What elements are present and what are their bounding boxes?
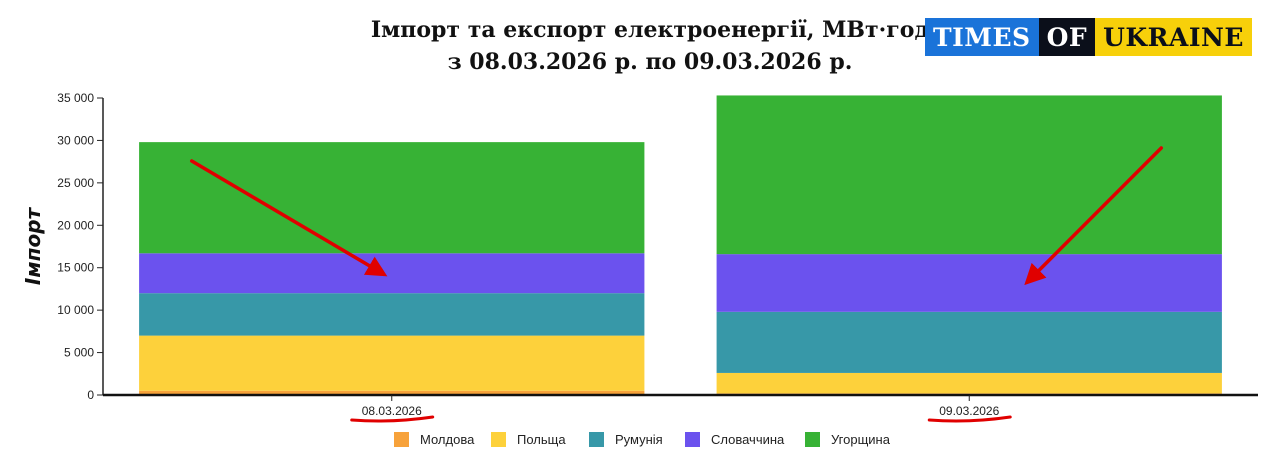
x-tick-label: 08.03.2026: [362, 404, 422, 418]
bar-segment-2-5: [716, 95, 1222, 255]
annotation-arrow: [1024, 146, 1163, 286]
bar-segment-1-2: [139, 335, 645, 391]
logo-part-times: TIMES: [925, 18, 1039, 56]
annotation-arrow: [190, 159, 388, 277]
annotation-underline: [927, 415, 1012, 423]
bar-segment-2-3: [716, 311, 1222, 373]
y-tick-label: 20 000: [57, 218, 94, 232]
bar-segment-2-4: [716, 254, 1222, 312]
legend-swatch-3: [589, 432, 604, 447]
legend-label-4: Словаччина: [711, 432, 785, 447]
x-tick-label: 09.03.2026: [939, 404, 999, 418]
y-tick-label: 15 000: [57, 261, 94, 275]
legend-label-1: Молдова: [420, 432, 475, 447]
legend-swatch-5: [805, 432, 820, 447]
bar-segment-2-2: [716, 372, 1222, 394]
times-of-ukraine-logo: TIMES OF UKRAINE: [925, 18, 1252, 56]
bar-segment-1-1: [139, 390, 645, 395]
bars-layer: [139, 95, 1222, 395]
legend-swatch-1: [394, 432, 409, 447]
chart-title: Імпорт та експорт електроенергії, МВт·го…: [330, 14, 970, 78]
y-tick-label: 5 000: [64, 346, 94, 360]
legend-label-2: Польща: [517, 432, 566, 447]
y-axis-title: Імпорт: [21, 206, 45, 285]
y-tick-label: 10 000: [57, 303, 94, 317]
annotation-underline: [350, 415, 435, 423]
annotations-layer: [190, 146, 1163, 423]
bar-segment-1-3: [139, 293, 645, 336]
bar-segment-1-4: [139, 253, 645, 294]
title-line-2: з 08.03.2026 р. по 09.03.2026 р.: [447, 49, 853, 75]
bar-segment-1-5: [139, 142, 645, 254]
y-tick-label: 35 000: [57, 91, 94, 105]
legend-swatch-2: [491, 432, 506, 447]
legend-label-5: Угорщина: [831, 432, 891, 447]
logo-part-of: OF: [1038, 18, 1096, 56]
y-tick-label: 0: [87, 388, 94, 402]
axes-layer: 0 5 000 10 000 15 000 20 000 25 000 30 000 35 0…: [21, 91, 1258, 418]
logo-part-ukraine: UKRAINE: [1095, 18, 1252, 56]
y-tick-label: 30 000: [57, 133, 94, 147]
title-line-1: Імпорт та експорт електроенергії, МВт·го…: [370, 17, 930, 43]
legend-swatch-4: [685, 432, 700, 447]
y-tick-label: 25 000: [57, 176, 94, 190]
legend: Молдова Польща Румунія Словаччина Угорщина: [394, 432, 891, 447]
legend-label-3: Румунія: [615, 432, 663, 447]
